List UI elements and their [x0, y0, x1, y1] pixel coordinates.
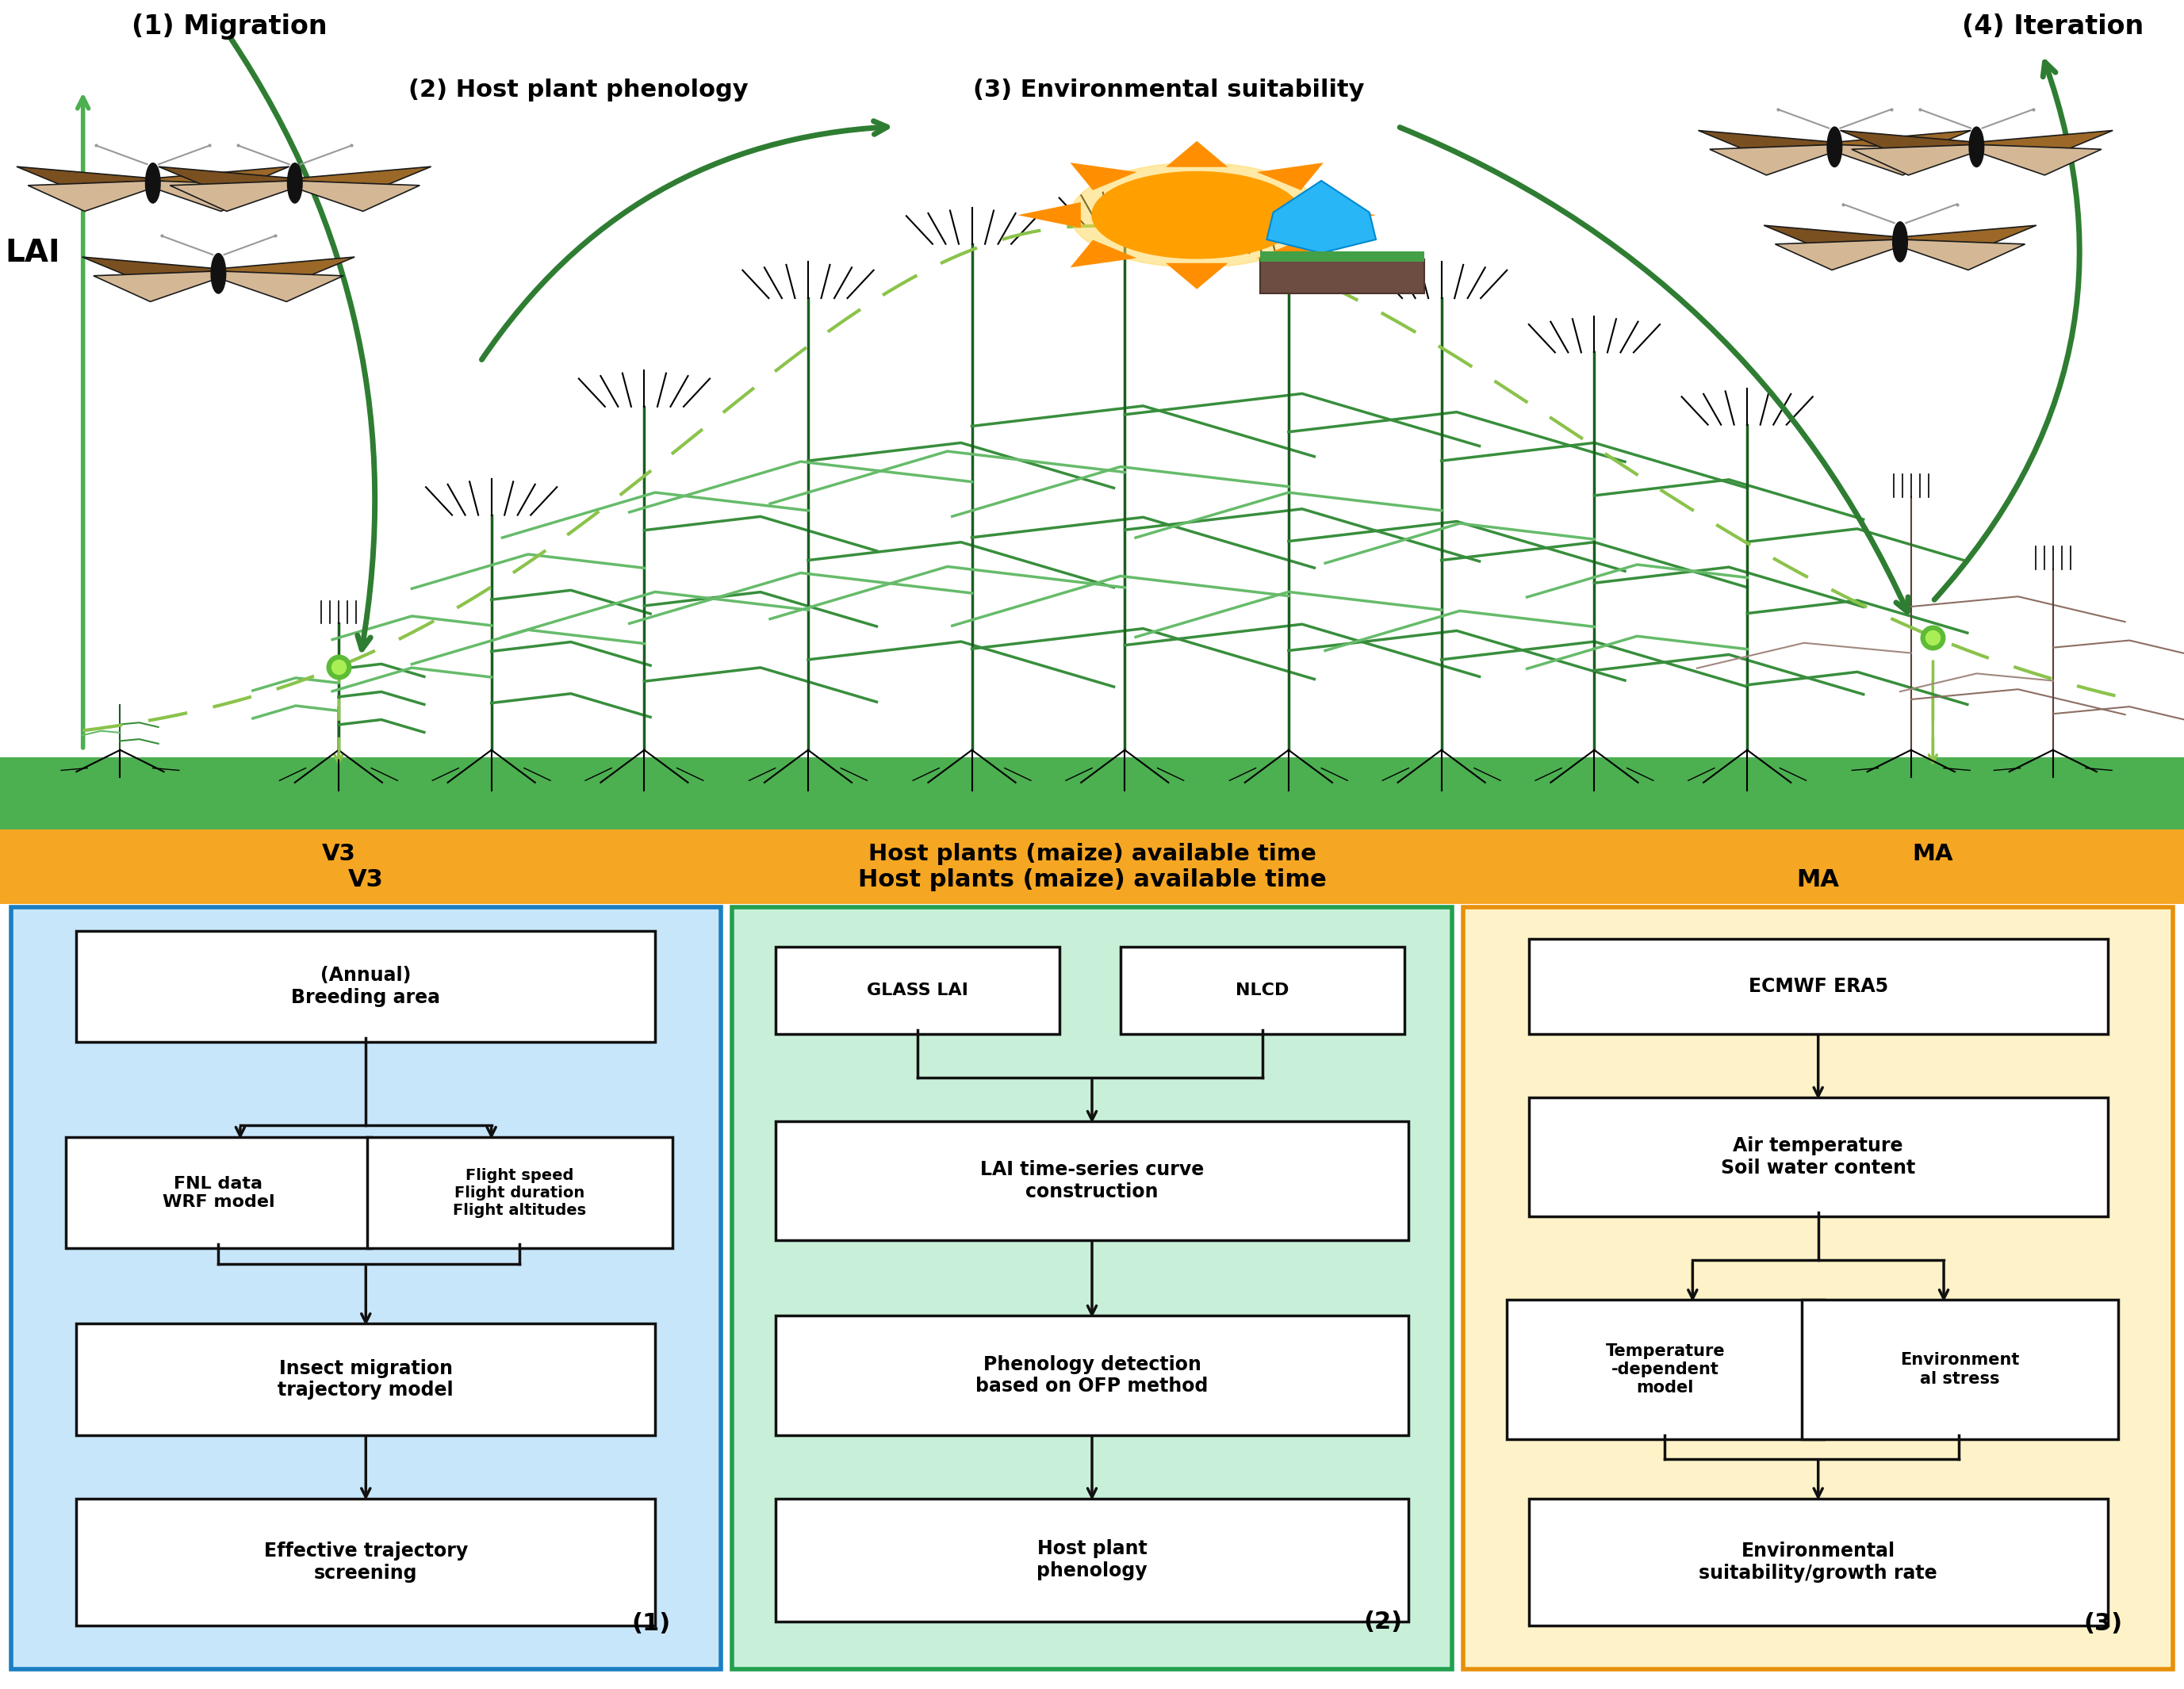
Text: MA: MA	[1913, 843, 1952, 865]
FancyBboxPatch shape	[775, 1316, 1409, 1436]
FancyBboxPatch shape	[1529, 939, 2108, 1034]
FancyBboxPatch shape	[1120, 948, 1404, 1034]
Text: (2) Host plant phenology: (2) Host plant phenology	[408, 79, 749, 101]
Polygon shape	[17, 167, 153, 186]
Text: Host plants (maize) available time: Host plants (maize) available time	[858, 868, 1326, 892]
FancyBboxPatch shape	[1463, 907, 2173, 1669]
Text: FNL data
WRF model: FNL data WRF model	[162, 1176, 275, 1209]
Text: (Annual)
Breeding area: (Annual) Breeding area	[290, 966, 441, 1007]
Polygon shape	[1835, 130, 1970, 149]
Polygon shape	[1900, 240, 2025, 270]
Polygon shape	[159, 167, 295, 186]
Polygon shape	[1166, 263, 1227, 289]
FancyBboxPatch shape	[732, 907, 1452, 1669]
Text: (3): (3)	[2084, 1611, 2123, 1635]
Polygon shape	[1841, 130, 1977, 149]
Polygon shape	[1835, 145, 1959, 176]
Ellipse shape	[1894, 221, 1907, 262]
FancyBboxPatch shape	[775, 1121, 1409, 1240]
FancyBboxPatch shape	[1802, 1301, 2118, 1439]
Text: GLASS LAI: GLASS LAI	[867, 983, 968, 998]
Ellipse shape	[288, 164, 301, 203]
Polygon shape	[94, 270, 218, 302]
Ellipse shape	[1828, 127, 1841, 167]
Polygon shape	[153, 167, 288, 186]
Polygon shape	[153, 181, 277, 211]
Polygon shape	[1166, 140, 1227, 167]
FancyBboxPatch shape	[66, 1137, 371, 1248]
Polygon shape	[1776, 240, 1900, 270]
Text: V3: V3	[321, 843, 356, 865]
Polygon shape	[295, 181, 419, 211]
Text: Effective trajectory
screening: Effective trajectory screening	[264, 1542, 467, 1583]
Bar	[0, 757, 2184, 829]
Ellipse shape	[212, 253, 225, 294]
Polygon shape	[1977, 145, 2101, 176]
Polygon shape	[170, 181, 295, 211]
Polygon shape	[295, 167, 430, 186]
Text: Air temperature
Soil water content: Air temperature Soil water content	[1721, 1137, 1915, 1177]
Polygon shape	[1313, 203, 1376, 228]
FancyBboxPatch shape	[367, 1137, 673, 1248]
Text: ECMWF ERA5: ECMWF ERA5	[1749, 976, 1887, 997]
Text: (2): (2)	[1363, 1610, 1402, 1633]
Polygon shape	[28, 181, 153, 211]
Text: Flight speed
Flight duration
Flight altitudes: Flight speed Flight duration Flight alti…	[452, 1167, 587, 1218]
Text: Host plant
phenology: Host plant phenology	[1037, 1539, 1147, 1581]
FancyBboxPatch shape	[1260, 260, 1424, 294]
Text: (4) Iteration: (4) Iteration	[1961, 14, 2145, 41]
FancyBboxPatch shape	[76, 931, 655, 1042]
Polygon shape	[1070, 240, 1136, 267]
Polygon shape	[1900, 225, 2035, 245]
Polygon shape	[1267, 181, 1376, 253]
Polygon shape	[1977, 130, 2112, 149]
Text: LAI time-series curve
construction: LAI time-series curve construction	[981, 1160, 1203, 1201]
FancyBboxPatch shape	[1507, 1301, 1824, 1439]
Bar	[0, 817, 2184, 904]
Polygon shape	[1710, 145, 1835, 176]
Text: Environment
al stress: Environment al stress	[1900, 1353, 2020, 1387]
Polygon shape	[1852, 145, 1977, 176]
Polygon shape	[1258, 240, 1324, 267]
Text: Temperature
-dependent
model: Temperature -dependent model	[1605, 1343, 1725, 1395]
FancyBboxPatch shape	[1529, 1098, 2108, 1216]
Polygon shape	[218, 257, 354, 275]
Polygon shape	[1018, 203, 1081, 228]
Ellipse shape	[1970, 127, 1983, 167]
Circle shape	[1092, 172, 1302, 258]
FancyBboxPatch shape	[76, 1324, 655, 1436]
Polygon shape	[1258, 162, 1324, 191]
Ellipse shape	[146, 164, 159, 203]
Text: (1) Migration: (1) Migration	[131, 14, 328, 41]
Polygon shape	[1765, 225, 1900, 245]
Text: Phenology detection
based on OFP method: Phenology detection based on OFP method	[976, 1355, 1208, 1397]
Text: Environmental
suitability/growth rate: Environmental suitability/growth rate	[1699, 1542, 1937, 1583]
Text: V3: V3	[347, 868, 384, 892]
Polygon shape	[1070, 162, 1138, 191]
Circle shape	[1070, 162, 1324, 267]
Text: NLCD: NLCD	[1236, 983, 1289, 998]
Polygon shape	[83, 257, 218, 275]
FancyBboxPatch shape	[775, 1498, 1409, 1621]
FancyBboxPatch shape	[775, 948, 1059, 1034]
Text: (1): (1)	[631, 1611, 670, 1635]
Polygon shape	[1699, 130, 1835, 149]
Text: MA: MA	[1797, 868, 1839, 892]
Text: LAI: LAI	[4, 238, 61, 269]
FancyBboxPatch shape	[1529, 1498, 2108, 1625]
FancyBboxPatch shape	[11, 907, 721, 1669]
FancyBboxPatch shape	[1260, 252, 1424, 262]
FancyBboxPatch shape	[76, 1498, 655, 1625]
Text: (3) Environmental suitability: (3) Environmental suitability	[972, 79, 1365, 101]
Polygon shape	[218, 270, 343, 302]
Text: Host plants (maize) available time: Host plants (maize) available time	[867, 843, 1317, 865]
Text: Insect migration
trajectory model: Insect migration trajectory model	[277, 1360, 454, 1400]
